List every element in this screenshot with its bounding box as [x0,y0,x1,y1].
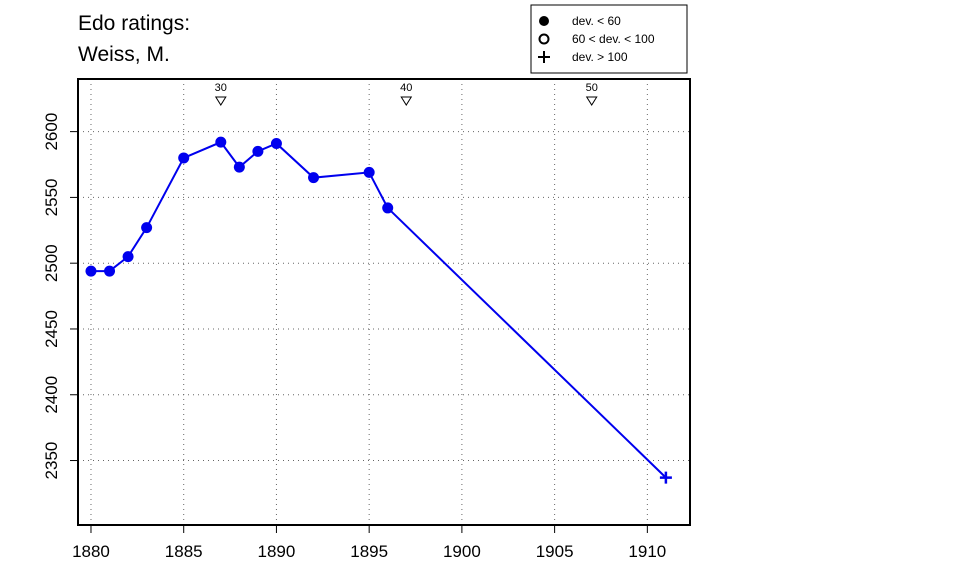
age-marker-label: 50 [586,82,598,94]
y-axis: 2350 2400 2450 2500 2550 2600 [42,113,78,480]
data-point [270,137,282,149]
x-tick-label: 1890 [258,542,296,561]
data-point [85,265,97,277]
data-point [141,222,153,234]
x-tick-label: 1895 [350,542,388,561]
y-tick-label: 2600 [42,113,61,151]
data-point [215,136,227,148]
data-point [308,172,320,184]
age-marker-label: 30 [215,82,227,94]
age-marker-triangle-icon [585,96,598,106]
legend-label-60-100: 60 < dev. < 100 [572,32,655,46]
age-marker-label: 40 [400,82,412,94]
chart-title-line1: Edo ratings: [78,12,190,35]
chart-title-line2: Weiss, M. [78,43,170,66]
data-point [122,251,134,263]
legend-label-lt60: dev. < 60 [572,14,621,28]
y-tick-label: 2550 [42,178,61,216]
legend-open-circle-icon [538,33,550,45]
x-tick-label: 1900 [443,542,481,561]
data-point-plus [659,471,672,484]
legend-label-gt100: dev. > 100 [572,50,628,64]
x-tick-label: 1910 [628,542,666,561]
data-point [382,202,394,214]
x-tick-label: 1885 [165,542,203,561]
data-point [104,265,116,277]
legend: dev. < 60 60 < dev. < 100 dev. > 100 [530,4,688,74]
legend-box [530,4,688,74]
grid [78,79,690,525]
age-marker-triangle-icon [400,96,413,106]
plot-frame [77,78,691,526]
legend-filled-circle-icon [539,16,549,26]
plot-area [85,136,672,484]
age-markers: 30 40 50 [214,82,598,106]
y-tick-label: 2350 [42,442,61,480]
data-point [252,145,264,157]
y-tick-label: 2400 [42,376,61,414]
x-tick-label: 1880 [72,542,110,561]
x-axis: 1880 1885 1890 1895 1900 1905 1910 [72,525,666,561]
data-point [363,166,375,178]
series-line [90,140,667,479]
y-tick-label: 2500 [42,244,61,282]
legend-plus-icon [538,51,550,63]
x-tick-label: 1905 [536,542,574,561]
data-point [178,152,190,164]
data-point [233,161,245,173]
age-marker-triangle-icon [214,96,227,106]
y-tick-label: 2450 [42,310,61,348]
